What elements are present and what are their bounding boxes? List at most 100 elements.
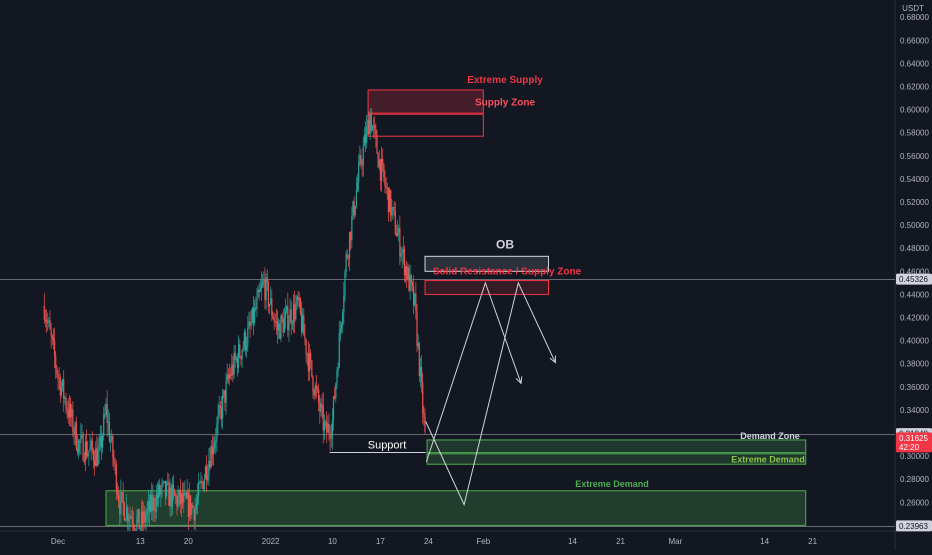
candle-body-176	[244, 332, 247, 350]
candle-body-300	[386, 187, 388, 189]
x-tick-label: 20	[184, 537, 193, 546]
candle-body-46	[96, 448, 98, 466]
candle-body-136	[199, 482, 201, 484]
candle-body-41	[90, 440, 92, 448]
candle-body-305	[392, 207, 394, 209]
candle-body-24	[71, 409, 73, 418]
candles-layer	[43, 108, 426, 531]
candle-body-42	[91, 440, 93, 451]
candle-body-33	[81, 435, 83, 437]
candle-body-165	[232, 364, 234, 375]
candle-body-13	[58, 377, 60, 379]
candle-body-38	[87, 453, 89, 457]
time-axis[interactable]: Dec 13 20 2022 10 17 24 Feb 14 21 Mar 14 21	[51, 537, 818, 546]
candle-body-17	[63, 379, 65, 399]
candle-body-248	[327, 423, 329, 433]
candle-body-107	[166, 482, 168, 497]
candle-body-149	[214, 442, 216, 449]
y-tick-label: 0.44000	[900, 290, 929, 299]
candle-body-97	[154, 510, 156, 512]
y-tick-label: 0.58000	[900, 129, 929, 138]
candle-body-94	[151, 494, 153, 511]
candle-body-126	[187, 492, 189, 517]
candle-body-171	[239, 344, 241, 357]
x-tick-label: 21	[808, 537, 817, 546]
candle-body-333	[424, 416, 426, 433]
candle-body-147	[211, 445, 213, 455]
candle-body-142	[206, 466, 208, 481]
candle-body-232	[308, 352, 311, 372]
candle-body-124	[185, 492, 187, 499]
candle-body-285	[369, 115, 371, 135]
candle-body-332	[423, 413, 425, 417]
x-tick-label: 2022	[262, 537, 280, 546]
candle-body-188	[258, 289, 260, 292]
candle-body-74	[128, 519, 130, 522]
candle-body-87	[143, 511, 145, 524]
candle-body-246	[324, 422, 327, 424]
price-label-countdown: 42:20	[899, 443, 920, 452]
candle-body-128	[190, 495, 192, 515]
candle-body-169	[236, 357, 239, 368]
candle-body-113	[172, 484, 175, 491]
candle-body-81	[136, 517, 138, 530]
candle-body-102	[160, 488, 162, 495]
candle-body-245	[323, 422, 325, 431]
candle-body-210	[283, 317, 285, 333]
candle-body-5	[49, 320, 51, 330]
y-tick-label: 0.28000	[900, 475, 929, 484]
candle-body-68	[121, 492, 123, 494]
candle-body-221	[296, 296, 298, 306]
candle-body-223	[298, 298, 300, 301]
candle-body-250	[329, 432, 331, 439]
x-tick-label: 10	[328, 537, 337, 546]
price-label-0: 0.45326	[899, 275, 928, 284]
x-tick-label: 14	[568, 537, 577, 546]
candle-body-85	[140, 511, 143, 528]
candle-body-49	[99, 435, 101, 446]
candle-body-306	[393, 207, 395, 212]
candle-body-121	[182, 493, 184, 503]
candle-body-253	[332, 396, 335, 421]
candle-body-119	[179, 489, 181, 505]
candle-body-235	[312, 376, 314, 392]
candle-body-197	[268, 304, 271, 307]
candle-body-65	[117, 495, 120, 502]
candle-body-260	[340, 323, 343, 329]
candle-body-150	[215, 439, 217, 443]
zone-box-5	[426, 439, 807, 454]
candle-body-293	[378, 159, 380, 168]
candle-body-195	[266, 277, 268, 283]
candle-body-231	[307, 353, 309, 372]
candle-body-244	[322, 405, 324, 431]
x-tick-label: 21	[616, 537, 625, 546]
candle-body-323	[412, 285, 415, 305]
candle-body-47	[97, 450, 99, 466]
candle-body-181	[250, 323, 252, 326]
candle-body-111	[170, 487, 172, 507]
candle-body-170	[238, 344, 240, 368]
candle-body-328	[418, 343, 420, 377]
candle-body-173	[241, 350, 243, 360]
candle-body-322	[411, 282, 414, 286]
candle-body-34	[82, 435, 84, 461]
candle-body-110	[169, 487, 171, 506]
candle-body-257	[337, 367, 339, 372]
candle-body-90	[146, 509, 148, 516]
candle-body-289	[374, 125, 376, 129]
candle-body-273	[355, 190, 358, 207]
candle-body-207	[280, 315, 282, 339]
candle-body-12	[57, 374, 59, 378]
candle-body-325	[415, 293, 417, 311]
candle-body-281	[364, 134, 367, 143]
x-tick-label: Dec	[51, 537, 65, 546]
candle-body-141	[204, 466, 207, 479]
candle-body-138	[201, 480, 203, 482]
candle-body-154	[219, 405, 221, 408]
x-tick-label: Mar	[669, 537, 683, 546]
candle-body-21	[67, 410, 69, 418]
candle-body-193	[264, 279, 266, 300]
